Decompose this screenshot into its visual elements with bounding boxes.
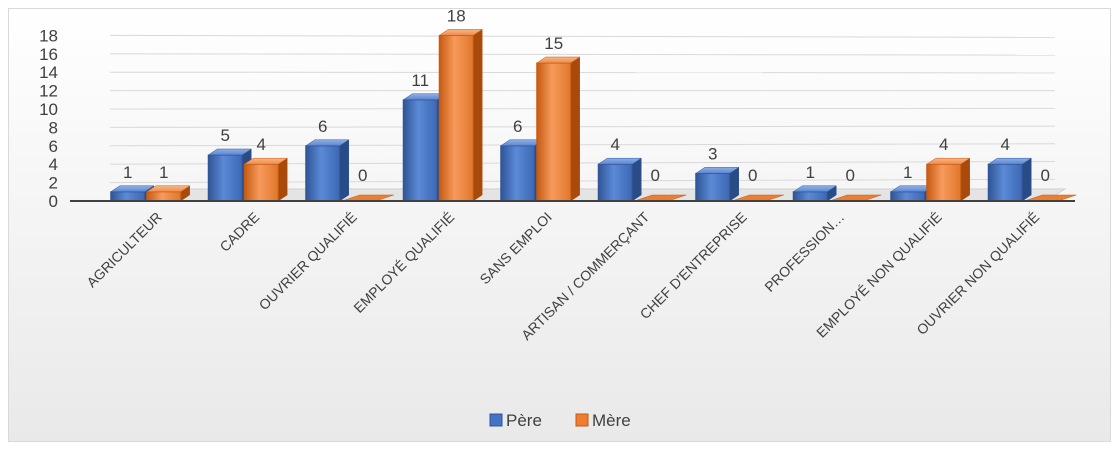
data-label: 4 — [611, 135, 620, 154]
category-label: PROFESSION… — [761, 209, 847, 295]
data-label: 4 — [939, 135, 948, 154]
y-tick-label: 14 — [39, 63, 58, 82]
data-label: 1 — [159, 163, 168, 182]
data-label: 0 — [358, 166, 367, 185]
category-label: AGRICULTEUR — [83, 209, 165, 291]
data-label: 3 — [708, 144, 717, 163]
y-tick-label: 2 — [49, 174, 58, 193]
gridline — [109, 53, 1056, 56]
data-label: 15 — [544, 34, 563, 53]
data-label: 0 — [651, 166, 660, 185]
data-label: 5 — [221, 126, 230, 145]
legend-label-pere: Père — [506, 411, 542, 430]
bar-pere-6 — [694, 166, 740, 202]
data-label: 4 — [1001, 135, 1010, 154]
y-tick-label: 0 — [49, 192, 58, 211]
data-label: 0 — [748, 166, 757, 185]
bar-mere-1 — [243, 157, 289, 202]
data-label: 1 — [123, 163, 132, 182]
legend-swatch-pere — [489, 413, 503, 427]
bars — [109, 28, 1077, 202]
data-label: 4 — [257, 135, 266, 154]
data-label: 18 — [447, 6, 466, 25]
legend-label-mere: Mère — [592, 411, 631, 430]
gridline — [109, 34, 1056, 38]
y-tick-label: 4 — [49, 155, 58, 174]
bar-mere-8 — [925, 157, 971, 202]
bar-mere-0 — [145, 185, 191, 202]
bar-mere-4 — [535, 56, 581, 202]
legend-swatch-mere — [575, 413, 589, 427]
bar-mere-3 — [438, 28, 484, 202]
data-label: 11 — [411, 71, 429, 90]
category-label: OUVRIER QUALIFIÉ — [256, 209, 360, 313]
y-tick-label: 6 — [49, 137, 58, 156]
data-label: 1 — [806, 163, 815, 182]
gridline — [109, 125, 1056, 128]
legend: Père Mère — [489, 411, 631, 430]
category-label: CADRE — [216, 209, 262, 255]
data-label: 0 — [1041, 166, 1050, 185]
category-label: SANS EMPLOI — [476, 209, 554, 287]
data-label: 0 — [846, 166, 855, 185]
y-tick-label: 8 — [49, 118, 58, 137]
category-label: CHEF D'ENTREPRISE — [637, 209, 750, 322]
gridline — [109, 143, 1056, 147]
data-label: 6 — [318, 117, 327, 136]
gridline — [109, 107, 1056, 110]
bar-pere-5 — [597, 157, 643, 202]
bar-pere-9 — [987, 157, 1033, 202]
data-label: 1 — [903, 163, 912, 182]
data-label: 6 — [513, 117, 522, 136]
y-tick-label: 18 — [39, 26, 58, 45]
y-tick-label: 10 — [39, 100, 58, 119]
bar-pere-7 — [792, 185, 838, 202]
category-label: EMPLOYÉ QUALIFIÉ — [350, 209, 457, 316]
y-tick-label: 16 — [39, 45, 58, 64]
bar-pere-2 — [304, 139, 350, 202]
gridline — [109, 71, 1056, 74]
y-tick-label: 12 — [39, 82, 58, 101]
